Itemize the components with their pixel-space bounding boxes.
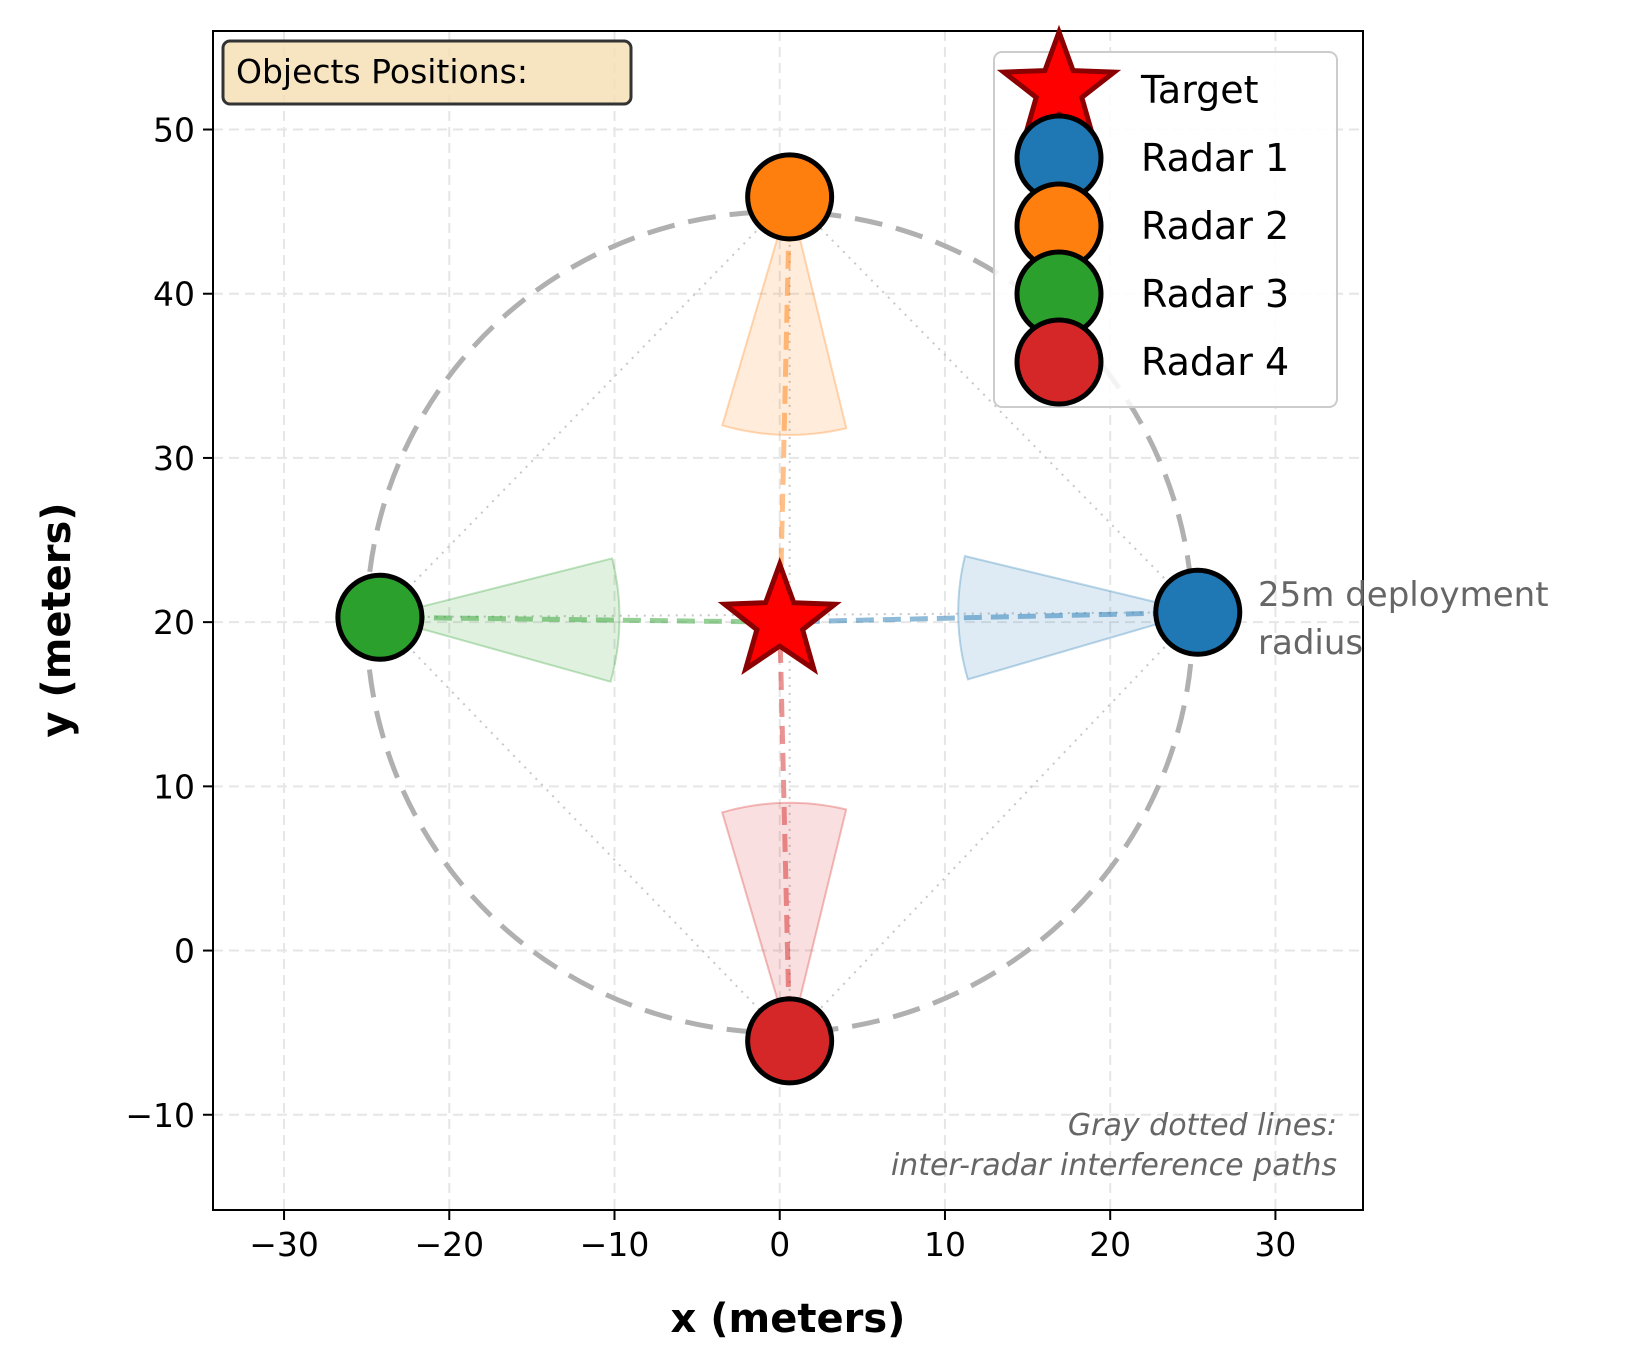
x-tick-label: −20 xyxy=(414,1225,484,1264)
plot-content xyxy=(335,152,1243,1086)
legend-label: Target xyxy=(1140,68,1259,112)
x-axis-label: x (meters) xyxy=(671,1296,906,1342)
x-tick-label: 0 xyxy=(769,1225,790,1264)
radar-target-line xyxy=(379,614,780,625)
interference-path xyxy=(788,196,1199,613)
y-tick-label: 0 xyxy=(174,932,195,971)
radar-target-line xyxy=(779,609,1198,625)
legend-label: Radar 2 xyxy=(1141,204,1289,248)
radar-marker xyxy=(335,572,425,662)
y-axis-label: y (meters) xyxy=(34,502,80,737)
y-tick-label: 30 xyxy=(153,439,195,478)
target-star xyxy=(717,556,842,676)
plot-frame xyxy=(212,30,1364,1211)
y-tick-label: 50 xyxy=(153,111,195,150)
radius-label-line2: radius xyxy=(1258,623,1363,663)
legend-items: Target Radar 1 Radar 2 Radar 3 Radar 4 xyxy=(996,24,1289,407)
radar-marker xyxy=(1153,567,1243,657)
objects-positions-box: Objects Positions: xyxy=(221,39,633,106)
y-tick-label: 40 xyxy=(153,275,195,314)
legend: Target Radar 1 Radar 2 Radar 3 Radar 4 xyxy=(993,24,1338,408)
legend-label: Radar 4 xyxy=(1141,340,1289,384)
objects-positions-label: Objects Positions: xyxy=(236,52,528,91)
y-tick-label: −10 xyxy=(125,1096,195,1135)
note-line1: Gray dotted lines: xyxy=(1068,1108,1337,1143)
radar-target-line xyxy=(777,622,793,1041)
interference-path xyxy=(379,196,791,618)
legend-label: Radar 3 xyxy=(1141,272,1289,316)
y-tick-label: 20 xyxy=(153,603,195,642)
radar-marker xyxy=(745,996,835,1086)
x-tick-label: 30 xyxy=(1254,1225,1296,1264)
note-line2: inter-radar interference paths xyxy=(891,1148,1337,1183)
radar-target-line xyxy=(777,196,793,623)
radar-marker xyxy=(745,152,835,242)
x-tick-label: 20 xyxy=(1089,1225,1131,1264)
x-tick-label: −30 xyxy=(249,1225,319,1264)
axis-ticks: −30 −20 −10 0 10 20 30 −10 0 10 20 30 40 50 xyxy=(125,111,1296,1264)
legend-marker-radar xyxy=(1014,317,1104,407)
radius-label-line1: 25m deployment xyxy=(1258,575,1549,615)
legend-label: Radar 1 xyxy=(1141,136,1289,180)
x-tick-label: 10 xyxy=(924,1225,966,1264)
x-tick-label: −10 xyxy=(580,1225,650,1264)
y-tick-label: 10 xyxy=(153,767,195,806)
objects-positions-box-frame xyxy=(221,39,633,106)
